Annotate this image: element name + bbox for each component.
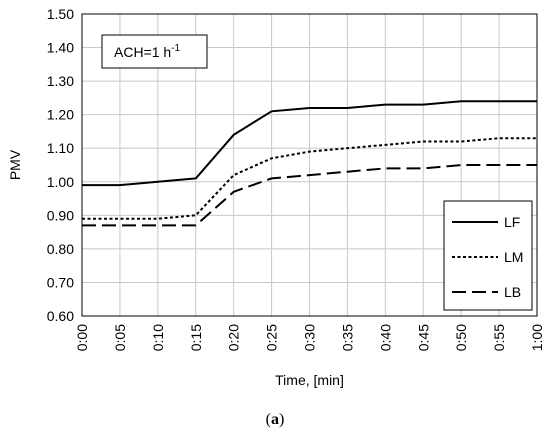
x-tick-label: 0:50 — [453, 324, 469, 351]
x-tick-label: 0:10 — [150, 324, 166, 351]
series-line-lf — [82, 100, 537, 187]
annotation-superscript: -1 — [171, 43, 180, 54]
x-tick-label: 0:05 — [112, 324, 128, 351]
annotation-base: ACH=1 h — [114, 44, 171, 60]
figure-caption: (a) — [265, 411, 285, 428]
x-tick-label: 0:00 — [74, 324, 90, 351]
x-tick-label: 0:20 — [226, 324, 242, 351]
legend-label-lb: LB — [504, 284, 521, 300]
y-tick-labels: 0.60 0.70 0.80 0.90 1.00 1.10 1.20 1.30 1.40 1.50 — [47, 6, 74, 324]
series-line-lm — [82, 137, 537, 220]
x-tick-label: 0:15 — [188, 324, 204, 351]
y-tick-label: 1.00 — [47, 174, 74, 190]
x-tick-label: 0:45 — [415, 324, 431, 351]
y-tick-label: 1.20 — [47, 107, 74, 123]
caption-letter: a — [271, 411, 279, 428]
x-tick-label: 0:30 — [302, 324, 318, 351]
y-tick-label: 0.90 — [47, 207, 74, 223]
x-tick-label: 1:00 — [529, 324, 545, 351]
y-tick-label: 1.50 — [47, 6, 74, 22]
ach-annotation: ACH=1 h-1 — [101, 34, 208, 69]
x-axis-label: Time, [min] — [275, 372, 344, 388]
y-axis-label: PMV — [7, 149, 23, 180]
annotation-box — [101, 34, 208, 69]
y-tick-label: 0.60 — [47, 308, 74, 324]
x-tick-label: 0:25 — [264, 324, 280, 351]
series-lines — [82, 100, 537, 227]
x-tick-labels: 0:00 0:05 0:10 0:15 0:20 0:25 0:30 0:35 0:40 0:45… — [74, 324, 545, 351]
series-line-lb — [82, 164, 537, 227]
y-tick-label: 1.10 — [47, 140, 74, 156]
x-tick-label: 0:35 — [339, 324, 355, 351]
x-tick-label: 0:55 — [491, 324, 507, 351]
annotation-text: ACH=1 h-1 — [114, 43, 181, 60]
pmv-line-chart: 0.60 0.70 0.80 0.90 1.00 1.10 1.20 1.30 1.40 1.50… — [7, 6, 545, 388]
legend: LF LM LB — [443, 200, 533, 311]
y-tick-label: 1.30 — [47, 73, 74, 89]
y-tick-label: 1.40 — [47, 40, 74, 56]
x-tick-label: 0:40 — [377, 324, 393, 351]
legend-label-lm: LM — [504, 249, 523, 265]
y-tick-label: 0.70 — [47, 274, 74, 290]
legend-label-lf: LF — [504, 214, 520, 230]
y-tick-label: 0.80 — [47, 241, 74, 257]
